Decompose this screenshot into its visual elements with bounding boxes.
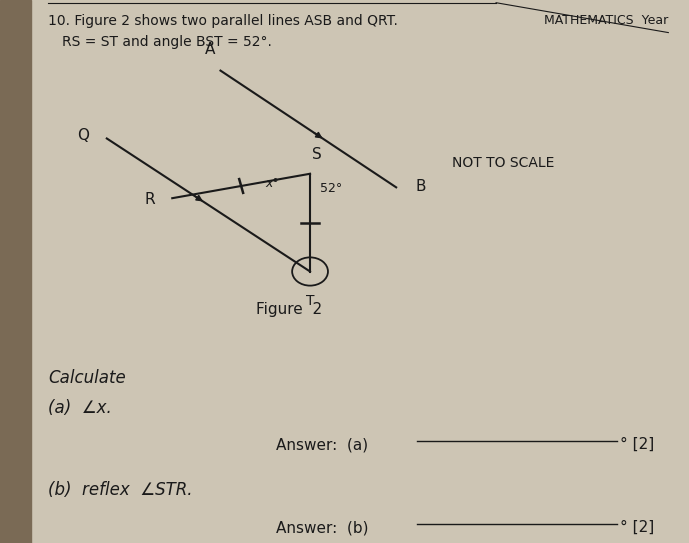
Text: x°: x°	[265, 177, 279, 190]
Text: Figure  2: Figure 2	[256, 302, 322, 317]
Text: R: R	[145, 192, 155, 207]
Text: 52°: 52°	[320, 182, 342, 195]
Text: 10. Figure 2 shows two parallel lines ASB and QRT.: 10. Figure 2 shows two parallel lines AS…	[48, 14, 398, 28]
Text: B: B	[415, 179, 426, 194]
Text: A: A	[205, 42, 216, 57]
Bar	[0, 0, 31, 543]
Text: (b)  reflex  ∠STR.: (b) reflex ∠STR.	[48, 481, 193, 498]
Text: Q: Q	[78, 128, 90, 143]
Text: S: S	[312, 147, 322, 162]
Text: RS = ST and angle BST = 52°.: RS = ST and angle BST = 52°.	[62, 35, 272, 49]
Text: ° [2]: ° [2]	[620, 520, 655, 535]
Text: Answer:  (b): Answer: (b)	[276, 520, 368, 535]
Text: (a)  ∠x.: (a) ∠x.	[48, 399, 112, 417]
Text: MATHEMATICS  Year: MATHEMATICS Year	[544, 14, 668, 27]
Text: T: T	[306, 294, 314, 308]
Text: NOT TO SCALE: NOT TO SCALE	[452, 156, 554, 170]
Text: ° [2]: ° [2]	[620, 437, 655, 452]
Text: Answer:  (a): Answer: (a)	[276, 437, 368, 452]
Text: Calculate: Calculate	[48, 369, 126, 387]
